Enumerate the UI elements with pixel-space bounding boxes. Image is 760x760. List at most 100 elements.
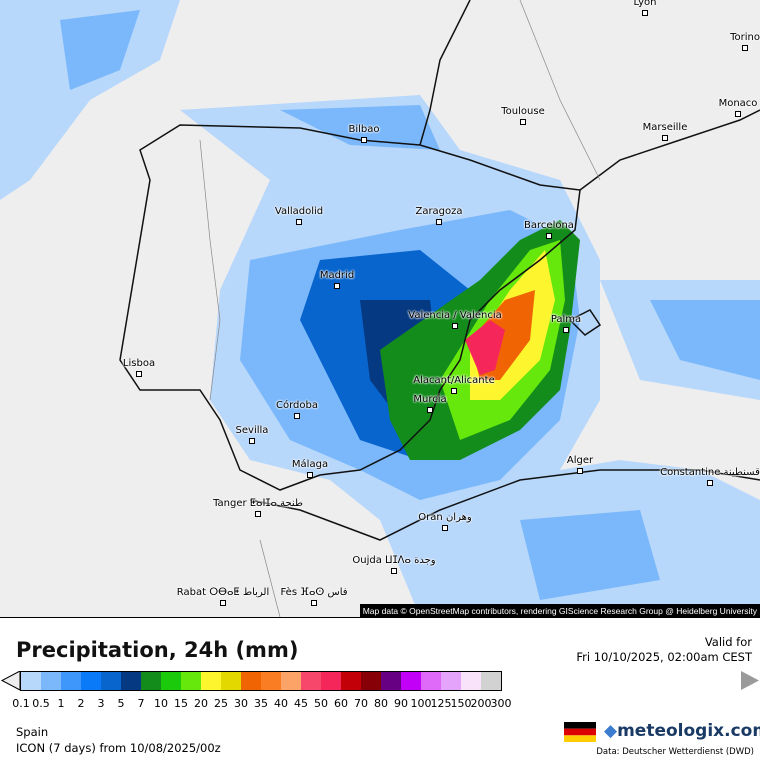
- scale-swatch: [161, 672, 181, 690]
- city-label: Torino: [730, 32, 760, 43]
- legend-over-arrow: [741, 671, 759, 690]
- city-label: Lyon: [633, 0, 657, 8]
- city-marker: [391, 568, 397, 574]
- model-run-label: ICON (7 days) from 10/08/2025/00z: [16, 741, 221, 755]
- scale-swatch: [181, 672, 201, 690]
- scale-tick: 100: [410, 697, 432, 710]
- data-source: Data: Deutscher Wetterdienst (DWD): [596, 747, 754, 757]
- city-marker: [735, 111, 741, 117]
- scale-swatch: [121, 672, 141, 690]
- city-marker: [294, 413, 300, 419]
- scale-tick: 7: [137, 697, 145, 710]
- scale-tick: 2: [77, 697, 85, 710]
- scale-tick: 45: [294, 697, 308, 710]
- scale-swatch: [201, 672, 221, 690]
- scale-tick: 25: [214, 697, 228, 710]
- scale-tick: 0.5: [32, 697, 50, 710]
- map-attribution: Map data © OpenStreetMap contributors, r…: [359, 604, 760, 618]
- city-marker: [311, 600, 317, 606]
- city-label: Valladolid: [274, 206, 324, 217]
- scale-tick: 300: [490, 697, 512, 710]
- city-marker: [742, 45, 748, 51]
- city-marker: [427, 407, 433, 413]
- scale-swatch: [401, 672, 421, 690]
- brand-name: meteologix.com: [617, 721, 760, 741]
- city-label: Bilbao: [348, 124, 380, 135]
- city-label: Marseille: [642, 122, 688, 133]
- city-marker: [546, 233, 552, 239]
- city-label: Lisboa: [122, 358, 156, 369]
- legend-under-arrow: [0, 671, 21, 691]
- scale-tick: 5: [117, 697, 125, 710]
- city-label: Sevilla: [235, 425, 269, 436]
- city-marker: [707, 480, 713, 486]
- city-label: Valencia / Valencia: [408, 310, 502, 321]
- scale-swatch: [21, 672, 41, 690]
- scale-swatch: [381, 672, 401, 690]
- scale-tick: 1: [57, 697, 65, 710]
- color-scale: [20, 671, 502, 691]
- scale-swatch: [81, 672, 101, 690]
- logo-drop-icon: ◆: [604, 721, 618, 741]
- scale-tick: 125: [430, 697, 452, 710]
- city-label: Constantine قسنطينة: [660, 467, 760, 478]
- scale-tick: 30: [234, 697, 248, 710]
- valid-datetime: Fri 10/10/2025, 02:00am CEST: [576, 650, 752, 664]
- scale-tick: 50: [314, 697, 328, 710]
- region-label: Spain: [16, 725, 49, 739]
- scale-swatch: [41, 672, 61, 690]
- precip-heavy: [380, 220, 580, 460]
- scale-swatch: [461, 672, 481, 690]
- city-label: Oran وهران: [418, 512, 472, 523]
- scale-swatch: [441, 672, 461, 690]
- city-marker: [307, 472, 313, 478]
- scale-tick: 150: [450, 697, 472, 710]
- city-marker: [642, 10, 648, 16]
- city-marker: [334, 283, 340, 289]
- scale-swatch: [141, 672, 161, 690]
- map-layer: [0, 0, 760, 618]
- scale-tick: 40: [274, 697, 288, 710]
- city-marker: [452, 323, 458, 329]
- valid-label: Valid for: [704, 635, 752, 649]
- germany-flag-icon: [564, 722, 596, 742]
- city-label: Zaragoza: [415, 206, 463, 217]
- city-marker: [136, 371, 142, 377]
- scale-tick: 80: [374, 697, 388, 710]
- borders: [199, 0, 601, 618]
- city-label: Alacant/Alicante: [413, 375, 495, 386]
- scale-swatch: [301, 672, 321, 690]
- scale-tick: 35: [254, 697, 268, 710]
- city-label: Oujda ⵡⵊⴷⴰ وجدة: [352, 555, 436, 566]
- scale-swatch: [241, 672, 261, 690]
- scale-tick: 90: [394, 697, 408, 710]
- city-label: Madrid: [319, 270, 355, 281]
- city-marker: [520, 119, 526, 125]
- city-label: Barcelona: [524, 220, 574, 231]
- scale-swatch: [421, 672, 441, 690]
- city-label: Murcia: [413, 394, 447, 405]
- precipitation-map[interactable]: Lyon Torino Monaco Marseille Toulouse Bilbao B…: [0, 0, 760, 618]
- city-marker: [577, 468, 583, 474]
- city-label: Toulouse: [501, 106, 545, 117]
- coastlines: [119, 0, 760, 541]
- scale-swatch: [321, 672, 341, 690]
- scale-tick: 0.1: [12, 697, 30, 710]
- scale-swatch: [101, 672, 121, 690]
- map-title: Precipitation, 24h (mm): [16, 638, 299, 662]
- city-marker: [361, 137, 367, 143]
- city-marker: [249, 438, 255, 444]
- scale-tick: 70: [354, 697, 368, 710]
- city-marker: [451, 388, 457, 394]
- meteologix-logo[interactable]: ◆meteologix.com: [604, 721, 760, 741]
- scale-swatch: [281, 672, 301, 690]
- city-label: Alger: [566, 455, 594, 466]
- city-label: Málaga: [291, 459, 329, 470]
- city-marker: [563, 327, 569, 333]
- city-label: Palma: [550, 314, 582, 325]
- city-label: Fès ⴼⴰⵙ فاس: [280, 587, 348, 598]
- scale-tick: 3: [97, 697, 105, 710]
- scale-tick: 15: [174, 697, 188, 710]
- scale-tick: 10: [154, 697, 168, 710]
- scale-swatch: [61, 672, 81, 690]
